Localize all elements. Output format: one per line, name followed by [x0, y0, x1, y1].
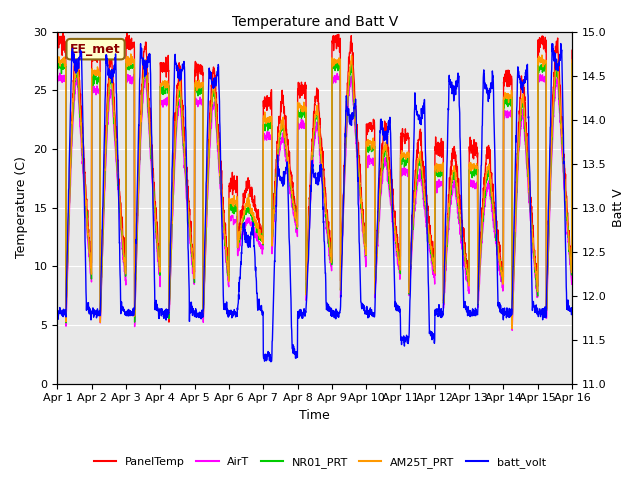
AirT [508, 327, 516, 333]
AM25T_PRT [464, 276, 472, 281]
AirT [538, 78, 545, 84]
AirT [523, 166, 531, 172]
batt_volt [557, 41, 564, 47]
PanelTemp [198, 71, 205, 76]
Line: batt_volt: batt_volt [58, 44, 572, 361]
AirT [464, 285, 472, 290]
PanelTemp [330, 48, 337, 53]
Title: Temperature and Batt V: Temperature and Batt V [232, 15, 398, 29]
NR01_PRT [523, 151, 531, 157]
NR01_PRT [333, 58, 341, 64]
PanelTemp [123, 30, 131, 36]
Line: AirT: AirT [58, 73, 572, 330]
PanelTemp [538, 37, 545, 43]
AM25T_PRT [523, 150, 531, 156]
Legend: PanelTemp, AirT, NR01_PRT, AM25T_PRT, batt_volt: PanelTemp, AirT, NR01_PRT, AM25T_PRT, ba… [90, 452, 550, 472]
Text: EE_met: EE_met [70, 43, 121, 56]
PanelTemp [165, 319, 173, 325]
PanelTemp [523, 131, 531, 136]
AirT [330, 74, 337, 80]
AirT [56, 70, 64, 76]
NR01_PRT [341, 161, 349, 167]
batt_volt [330, 312, 337, 318]
batt_volt [197, 312, 205, 317]
AM25T_PRT [340, 162, 348, 168]
batt_volt [267, 359, 275, 364]
NR01_PRT [465, 274, 472, 280]
NR01_PRT [538, 66, 545, 72]
PanelTemp [568, 48, 576, 53]
PanelTemp [465, 272, 472, 277]
NR01_PRT [197, 87, 205, 93]
AM25T_PRT [127, 51, 134, 57]
AM25T_PRT [197, 80, 205, 85]
batt_volt [340, 162, 348, 168]
batt_volt [568, 311, 576, 317]
PanelTemp [54, 32, 61, 38]
AirT [568, 76, 576, 82]
AirT [340, 178, 348, 184]
NR01_PRT [54, 62, 61, 68]
batt_volt [54, 312, 61, 318]
AM25T_PRT [330, 61, 337, 67]
Line: NR01_PRT: NR01_PRT [58, 61, 572, 323]
PanelTemp [341, 141, 349, 146]
NR01_PRT [330, 65, 337, 71]
AM25T_PRT [538, 60, 545, 65]
Line: AM25T_PRT: AM25T_PRT [58, 54, 572, 329]
batt_volt [537, 311, 545, 317]
AM25T_PRT [568, 57, 576, 63]
X-axis label: Time: Time [300, 409, 330, 422]
NR01_PRT [62, 320, 70, 325]
batt_volt [464, 304, 472, 310]
AM25T_PRT [54, 59, 61, 64]
Y-axis label: Batt V: Batt V [612, 188, 625, 227]
Line: PanelTemp: PanelTemp [58, 33, 572, 322]
AM25T_PRT [508, 326, 516, 332]
NR01_PRT [568, 61, 576, 67]
Y-axis label: Temperature (C): Temperature (C) [15, 156, 28, 258]
AirT [54, 78, 61, 84]
batt_volt [523, 69, 531, 74]
AirT [197, 96, 205, 102]
